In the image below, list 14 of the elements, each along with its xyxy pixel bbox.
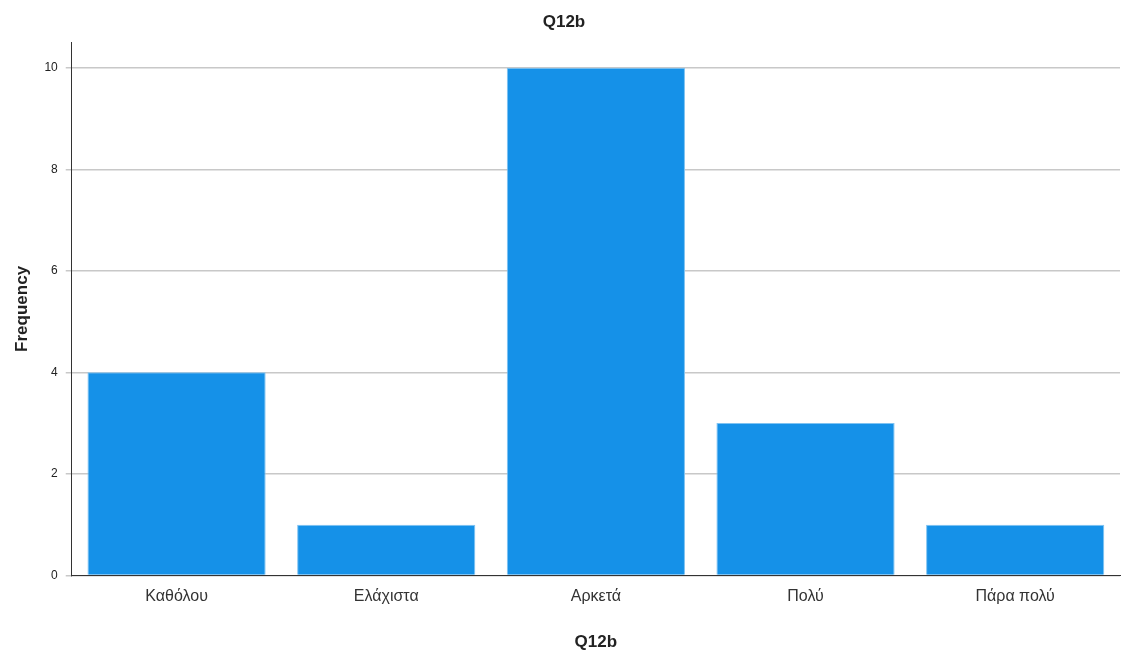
y-tick-label: 6	[51, 263, 59, 278]
x-tick-label: Ελάχιστα	[353, 587, 419, 605]
y-tick-label: 8	[51, 161, 59, 176]
y-axis-title: Frequency	[11, 265, 31, 352]
x-tick-label: Αρκετά	[570, 587, 621, 605]
x-tick-label: Καθόλου	[145, 587, 208, 605]
y-tick-label: 2	[51, 466, 59, 481]
x-tick-label: Πολύ	[787, 587, 824, 605]
y-tick-label: 4	[51, 364, 59, 379]
y-tick-label: 0	[51, 567, 59, 582]
y-tick-label: 10	[44, 60, 59, 75]
chart-title: Q12b	[542, 11, 586, 31]
x-axis-title: Q12b	[574, 632, 618, 652]
x-tick-label: Πάρα πολύ	[975, 587, 1055, 605]
